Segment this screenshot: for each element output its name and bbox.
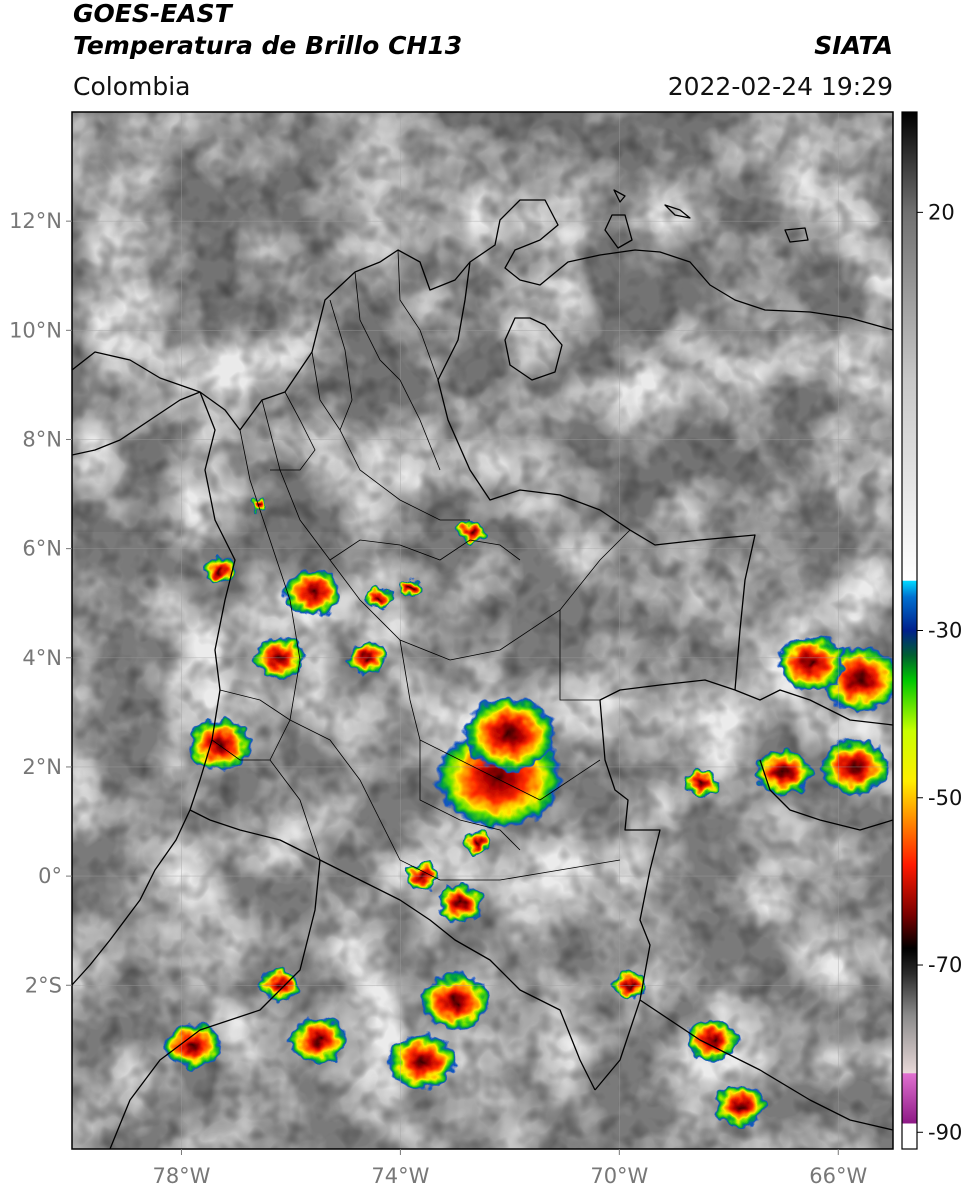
lat-tick-label-7: 2°S bbox=[25, 973, 62, 997]
storm-cell-14 bbox=[437, 884, 484, 923]
lon-tick-label-1: 74°W bbox=[371, 1164, 429, 1188]
storm-cell-10 bbox=[202, 556, 238, 585]
storm-cell-1 bbox=[463, 696, 556, 772]
lat-tick-label-3: 6°N bbox=[22, 537, 62, 561]
border-colombia-venezuela bbox=[437, 261, 756, 691]
dept-border-12 bbox=[419, 740, 521, 851]
lon-tick-label-0: 78°W bbox=[152, 1164, 210, 1188]
lon-tick-label-3: 66°W bbox=[809, 1164, 867, 1188]
border-panama bbox=[72, 391, 201, 456]
colorbar-tick-label-1: -30 bbox=[928, 619, 962, 643]
lat-tick-label-4: 4°N bbox=[22, 646, 62, 670]
storm-cell-22 bbox=[686, 1018, 739, 1061]
dept-border-11 bbox=[559, 610, 600, 701]
border-colombia-brazil bbox=[594, 679, 736, 1091]
storm-cell-4 bbox=[754, 749, 813, 796]
dept-border-9 bbox=[211, 739, 321, 861]
imagery-layer bbox=[72, 112, 893, 1149]
dept-border-14 bbox=[329, 299, 353, 431]
storm-cell-20 bbox=[163, 1022, 222, 1069]
lat-tick-label-6: 0° bbox=[38, 864, 62, 888]
lat-tick-label-5: 2°N bbox=[22, 755, 62, 779]
storm-cell-15 bbox=[462, 831, 492, 855]
longitude-ticks: 78°W 74°W 70°W 66°W bbox=[152, 1149, 867, 1188]
map-frame bbox=[71, 111, 894, 1150]
lon-tick-label-2: 70°W bbox=[590, 1164, 648, 1188]
satellite-title: GOES-EAST bbox=[73, 0, 232, 28]
lat-tick-label-0: 12°N bbox=[9, 209, 62, 233]
island-trinidad bbox=[784, 227, 809, 243]
colorbar: 20 -30 -50 -70 -90 bbox=[901, 111, 962, 1150]
dept-border-7 bbox=[289, 719, 621, 881]
lat-tick-label-1: 10°N bbox=[9, 318, 62, 342]
border-ecuador-peru bbox=[109, 859, 321, 1149]
colorbar-ticks: 20 -30 -50 -70 -90 bbox=[917, 200, 962, 1144]
fine-cloud-texture bbox=[72, 112, 893, 1149]
storm-cell-6 bbox=[776, 635, 846, 692]
borders bbox=[72, 189, 893, 1149]
coastline-caribbean bbox=[72, 199, 893, 431]
dept-border-5 bbox=[329, 539, 521, 561]
dept-border-6 bbox=[399, 639, 601, 801]
storm-cell-16 bbox=[420, 973, 490, 1030]
dept-border-15 bbox=[270, 391, 316, 471]
agency-label: SIATA bbox=[814, 31, 893, 60]
dept-border-13 bbox=[397, 249, 439, 381]
colorbar-gradient bbox=[902, 112, 917, 1149]
storm-cell-5 bbox=[684, 769, 719, 798]
department-borders bbox=[211, 249, 631, 881]
datetime-label: 2022-02-24 19:29 bbox=[667, 72, 893, 101]
brazil-south-border bbox=[639, 999, 893, 1131]
region-label: Colombia bbox=[73, 72, 191, 101]
coast-guiana bbox=[759, 759, 893, 831]
storm-cell-17 bbox=[387, 1033, 457, 1090]
storm-cell-12 bbox=[364, 586, 393, 610]
maracaibo-lake bbox=[504, 317, 563, 381]
product-title: Temperatura de Brillo CH13 bbox=[73, 31, 463, 60]
storm-cell-9 bbox=[284, 569, 342, 616]
venezuela-brazil-border bbox=[734, 689, 893, 726]
dept-border-8 bbox=[219, 689, 291, 721]
colorbar-tick-label-3: -70 bbox=[928, 953, 962, 977]
paraguana-peninsula bbox=[604, 214, 633, 249]
latitude-ticks: 12°N 10°N 8°N 6°N 4°N 2°N 0° 2°S bbox=[9, 209, 72, 997]
colorbar-tick-label-2: -50 bbox=[928, 786, 962, 810]
graticule bbox=[72, 112, 893, 1149]
colorbar-tick-label-4: -90 bbox=[928, 1120, 962, 1144]
storm-cell-24 bbox=[457, 520, 486, 544]
storm-cell-25 bbox=[399, 577, 423, 597]
colorbar-tick-label-0: 20 bbox=[928, 200, 955, 224]
island-aruba bbox=[613, 189, 626, 203]
dept-border-2 bbox=[354, 271, 441, 471]
dept-border-1 bbox=[311, 351, 470, 521]
storm-cell-18 bbox=[289, 1016, 348, 1064]
border-colombia-peru bbox=[189, 809, 596, 1091]
island-curacao bbox=[664, 204, 691, 219]
lat-tick-label-2: 8°N bbox=[22, 427, 62, 451]
storm-cell-23 bbox=[713, 1084, 766, 1127]
